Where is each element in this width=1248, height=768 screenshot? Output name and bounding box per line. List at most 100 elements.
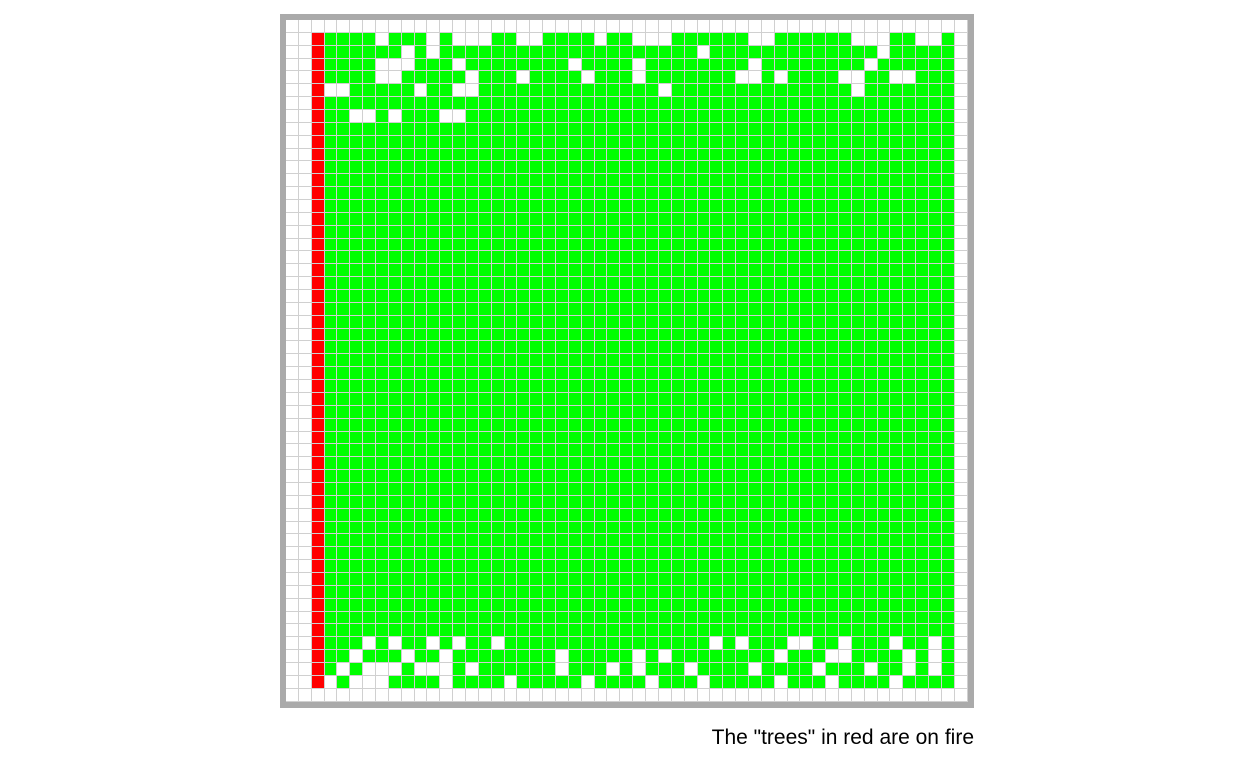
tree-cell <box>839 136 852 149</box>
empty-cell <box>376 20 389 33</box>
tree-cell <box>517 560 530 573</box>
fire-cell <box>312 406 325 419</box>
tree-cell <box>479 599 492 612</box>
tree-cell <box>800 149 813 162</box>
tree-cell <box>492 663 505 676</box>
tree-cell <box>402 676 415 689</box>
tree-cell <box>453 406 466 419</box>
empty-cell <box>286 354 299 367</box>
tree-cell <box>543 496 556 509</box>
empty-cell <box>479 20 492 33</box>
tree-cell <box>505 586 518 599</box>
tree-cell <box>646 470 659 483</box>
tree-cell <box>916 264 929 277</box>
tree-cell <box>505 367 518 380</box>
tree-cell <box>569 33 582 46</box>
tree-cell <box>402 432 415 445</box>
tree-cell <box>723 419 736 432</box>
tree-cell <box>325 496 338 509</box>
tree-cell <box>890 586 903 599</box>
empty-cell <box>299 599 312 612</box>
tree-cell <box>556 71 569 84</box>
tree-cell <box>865 406 878 419</box>
tree-cell <box>685 149 698 162</box>
tree-cell <box>633 290 646 303</box>
tree-cell <box>929 213 942 226</box>
forest-grid-frame <box>280 14 974 708</box>
tree-cell <box>325 380 338 393</box>
tree-cell <box>723 59 736 72</box>
empty-cell <box>299 277 312 290</box>
tree-cell <box>878 174 891 187</box>
tree-cell <box>788 573 801 586</box>
tree-cell <box>800 110 813 123</box>
empty-cell <box>299 33 312 46</box>
tree-cell <box>415 174 428 187</box>
tree-cell <box>736 123 749 136</box>
tree-cell <box>492 251 505 264</box>
tree-cell <box>672 329 685 342</box>
tree-cell <box>672 663 685 676</box>
empty-cell <box>286 33 299 46</box>
tree-cell <box>865 496 878 509</box>
tree-cell <box>813 432 826 445</box>
tree-cell <box>723 650 736 663</box>
tree-cell <box>543 149 556 162</box>
tree-cell <box>903 341 916 354</box>
tree-cell <box>633 97 646 110</box>
tree-cell <box>826 586 839 599</box>
tree-cell <box>337 637 350 650</box>
empty-cell <box>479 33 492 46</box>
tree-cell <box>530 624 543 637</box>
tree-cell <box>595 470 608 483</box>
tree-cell <box>556 239 569 252</box>
empty-cell <box>955 84 968 97</box>
tree-cell <box>672 676 685 689</box>
tree-cell <box>839 277 852 290</box>
tree-cell <box>427 136 440 149</box>
tree-cell <box>402 303 415 316</box>
fire-cell <box>312 97 325 110</box>
tree-cell <box>942 329 955 342</box>
tree-cell <box>865 624 878 637</box>
tree-cell <box>466 547 479 560</box>
tree-cell <box>646 560 659 573</box>
tree-cell <box>569 560 582 573</box>
tree-cell <box>710 444 723 457</box>
tree-cell <box>466 354 479 367</box>
tree-cell <box>453 303 466 316</box>
tree-cell <box>633 213 646 226</box>
tree-cell <box>813 264 826 277</box>
fire-cell <box>312 522 325 535</box>
tree-cell <box>916 457 929 470</box>
tree-cell <box>775 174 788 187</box>
tree-cell <box>530 470 543 483</box>
tree-cell <box>620 612 633 625</box>
tree-cell <box>505 239 518 252</box>
empty-cell <box>286 110 299 123</box>
tree-cell <box>749 586 762 599</box>
tree-cell <box>453 316 466 329</box>
tree-cell <box>440 84 453 97</box>
tree-cell <box>698 33 711 46</box>
tree-cell <box>865 676 878 689</box>
tree-cell <box>453 522 466 535</box>
tree-cell <box>942 393 955 406</box>
empty-cell <box>762 689 775 702</box>
tree-cell <box>479 560 492 573</box>
tree-cell <box>402 624 415 637</box>
tree-cell <box>865 200 878 213</box>
tree-cell <box>685 457 698 470</box>
tree-cell <box>890 200 903 213</box>
tree-cell <box>659 599 672 612</box>
tree-cell <box>363 522 376 535</box>
tree-cell <box>620 149 633 162</box>
tree-cell <box>839 663 852 676</box>
tree-cell <box>427 110 440 123</box>
tree-cell <box>878 200 891 213</box>
empty-cell <box>440 650 453 663</box>
tree-cell <box>389 174 402 187</box>
tree-cell <box>762 97 775 110</box>
tree-cell <box>865 419 878 432</box>
tree-cell <box>698 226 711 239</box>
